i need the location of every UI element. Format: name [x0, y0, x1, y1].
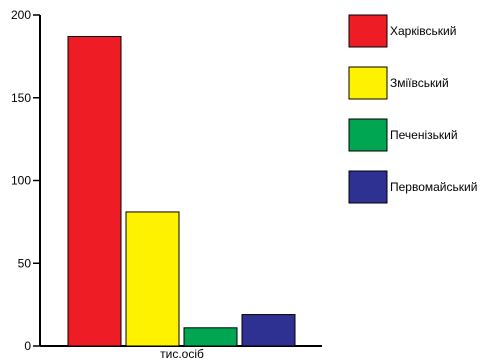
- x-axis-label: тис.осіб: [160, 347, 204, 361]
- legend-swatch-2: [348, 66, 388, 100]
- y-tick-label: 0: [24, 339, 31, 353]
- legend: Харківський Зміївський Печенізький Первомай…: [348, 14, 477, 204]
- bars: [67, 36, 296, 347]
- y-tick-label: 150: [11, 91, 31, 105]
- legend-swatch-4: [348, 170, 388, 204]
- y-tick-label: 200: [11, 8, 31, 22]
- legend-swatch-1: [348, 14, 388, 48]
- bar-3: [183, 327, 238, 347]
- bar-2: [125, 211, 180, 347]
- legend-label: Харківський: [390, 24, 456, 38]
- legend-swatch-3: [348, 118, 388, 152]
- bar-4: [241, 314, 296, 347]
- bar-1: [67, 36, 122, 347]
- y-tick-label: 50: [18, 256, 32, 270]
- legend-label: Печенізький: [390, 128, 458, 142]
- y-tick-label: 100: [11, 174, 31, 188]
- y-ticks: 0 50 100 150 200: [11, 8, 40, 353]
- legend-label: Зміївський: [390, 76, 449, 90]
- legend-label: Первомайський: [390, 180, 477, 194]
